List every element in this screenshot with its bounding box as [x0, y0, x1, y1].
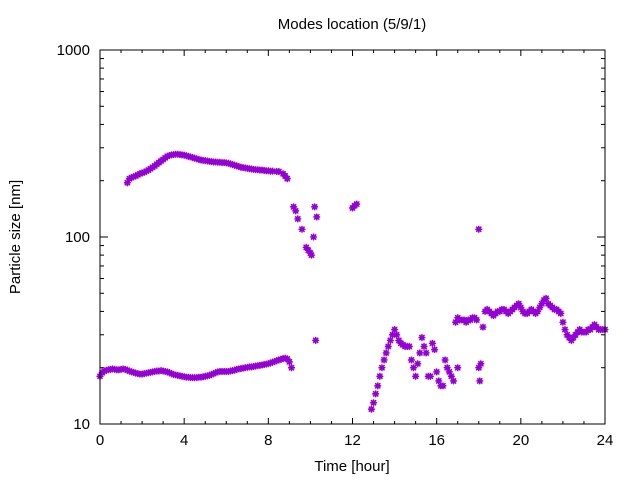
data-point — [479, 323, 487, 331]
data-point — [407, 356, 416, 364]
y-tick-label: 100 — [65, 229, 90, 246]
data-point — [353, 200, 361, 208]
data-point — [285, 358, 293, 366]
data-point — [405, 342, 413, 350]
chart-title: Modes location (5/9/1) — [278, 16, 426, 33]
data-point — [382, 349, 390, 357]
x-tick-label: 16 — [428, 432, 445, 449]
data-point — [439, 382, 447, 390]
data-point — [393, 331, 401, 339]
data-point — [420, 342, 428, 350]
data-point — [559, 318, 567, 326]
data-point — [542, 294, 550, 302]
data-points — [96, 150, 609, 413]
x-axis-label: Time [hour] — [314, 458, 389, 475]
data-point — [454, 364, 462, 372]
data-point — [422, 349, 430, 357]
data-point — [449, 377, 458, 385]
data-point — [309, 233, 318, 241]
data-point — [378, 364, 386, 372]
data-point — [416, 349, 424, 357]
data-point — [390, 325, 399, 334]
axis-ticks: 0 4 8 12 16 20 24 10 100 1000 — [57, 42, 614, 449]
data-point — [473, 316, 481, 324]
data-point — [386, 336, 394, 344]
data-point — [372, 390, 380, 398]
data-point — [367, 405, 376, 413]
y-tick-label: 10 — [73, 416, 90, 433]
y-tick-label: 1000 — [57, 42, 90, 59]
data-point — [561, 325, 569, 334]
data-point — [307, 251, 316, 259]
data-point — [313, 213, 321, 221]
data-point — [412, 372, 420, 380]
data-point — [414, 360, 422, 368]
data-point — [475, 225, 483, 233]
x-tick-label: 8 — [264, 432, 272, 449]
x-tick-label: 12 — [344, 432, 361, 449]
plot-frame — [99, 49, 606, 425]
data-point — [409, 364, 418, 372]
data-point — [312, 336, 320, 344]
data-point — [388, 331, 397, 339]
y-axis-label: Particle size [nm] — [7, 180, 24, 294]
data-point — [298, 225, 306, 233]
data-point — [380, 356, 388, 364]
data-point — [369, 399, 378, 407]
data-point — [275, 167, 283, 176]
data-point — [287, 364, 296, 372]
x-tick-label: 4 — [180, 432, 188, 449]
data-point — [430, 345, 439, 354]
data-point — [428, 339, 437, 347]
data-point — [477, 360, 485, 368]
data-point — [433, 368, 441, 376]
x-tick-label: 24 — [597, 432, 614, 449]
data-point — [283, 175, 291, 183]
data-point — [426, 372, 434, 380]
data-point — [384, 342, 392, 350]
data-point — [374, 382, 382, 390]
data-point — [476, 377, 484, 385]
data-point — [311, 203, 319, 211]
data-point — [435, 377, 443, 385]
data-point — [292, 207, 300, 215]
data-point — [557, 309, 565, 318]
x-tick-label: 0 — [96, 432, 104, 449]
data-point — [294, 215, 302, 223]
x-tick-label: 20 — [512, 432, 529, 449]
data-point — [441, 356, 449, 364]
data-point — [418, 333, 426, 342]
data-point — [376, 372, 384, 380]
